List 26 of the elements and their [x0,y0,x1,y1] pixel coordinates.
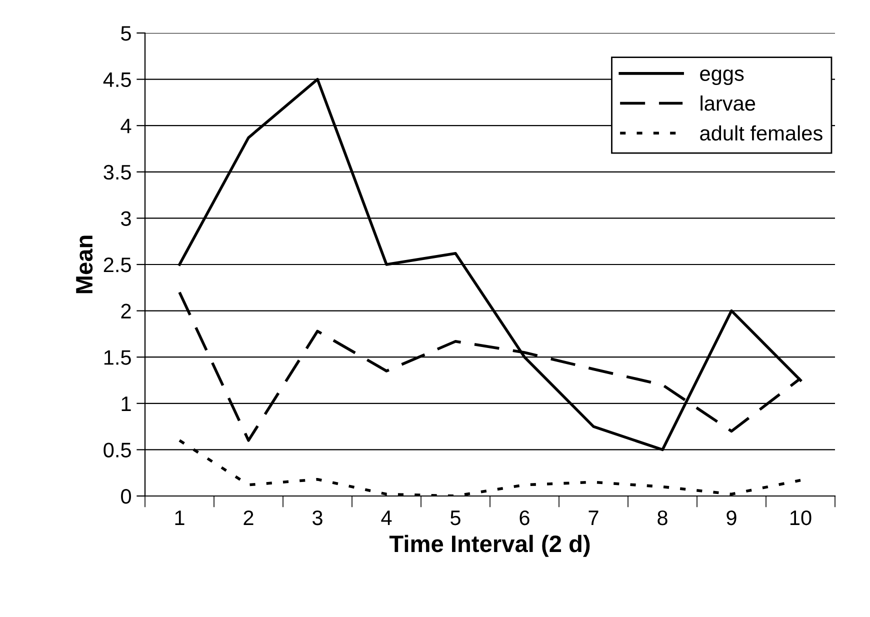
x-tick-label: 3 [312,510,322,526]
y-axis-title: Mean [76,236,93,294]
x-tick-label: 10 [790,510,812,526]
x-tick-label: 2 [244,510,254,525]
y-tick-label: 5 [121,26,131,41]
x-tick-label: 6 [520,510,530,526]
x-tick-label: 4 [381,510,392,525]
y-tick-label: 1 [122,396,131,411]
x-tick-label: 7 [588,510,598,525]
legend-label: eggs [700,70,744,86]
y-tick-label: 3 [121,211,131,226]
x-tick-label: 9 [726,510,736,526]
y-tick-label: 0.5 [104,442,131,458]
y-tick-label: 4 [120,118,132,134]
y-tick-label: 1.5 [104,350,131,365]
x-axis-title: Time Interval (2 d) [389,534,590,557]
x-tick-label: 1 [175,510,184,525]
legend-label: larvae [700,95,756,111]
y-tick-label: 2 [121,304,131,318]
y-tick-label: 4.5 [103,72,131,88]
x-tick-label: 8 [658,510,668,526]
legend-label: adult females [700,125,822,141]
x-tick-label: 5 [450,510,460,526]
y-tick-label: 2.5 [104,258,131,272]
y-tick-label: 3.5 [104,164,131,180]
y-tick-label: 0 [121,489,131,504]
